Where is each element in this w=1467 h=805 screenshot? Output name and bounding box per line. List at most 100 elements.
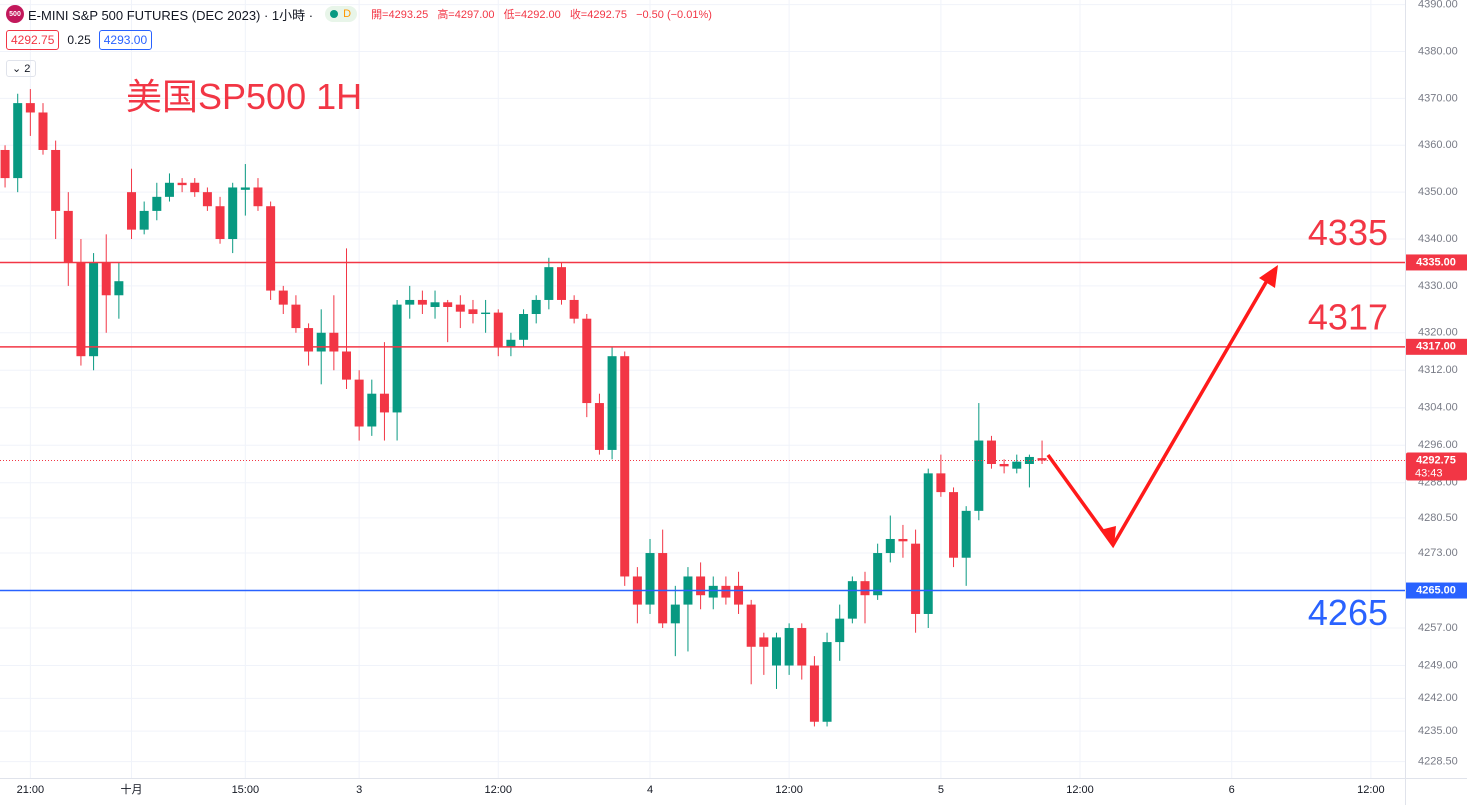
candle-body — [164, 182, 174, 197]
x-tick-label: 5 — [938, 784, 944, 796]
candle-body — [746, 604, 756, 647]
x-tick-label: 4 — [647, 784, 653, 796]
y-tick-label: 4380.00 — [1418, 45, 1458, 57]
ohlc-change: −0.50 (−0.01%) — [636, 9, 712, 21]
level-price-tag — [1406, 254, 1467, 271]
candle-body — [936, 473, 946, 493]
candle-body — [13, 103, 23, 179]
candle-body — [367, 393, 377, 427]
y-tick-label: 4370.00 — [1418, 92, 1458, 104]
candle-body — [531, 299, 541, 315]
candle-body — [986, 440, 996, 464]
ohlc-values: 開=4293.25 高=4297.00 低=4292.00 收=4292.75 … — [371, 6, 718, 22]
candle-body — [759, 637, 769, 647]
x-tick-label: 12:00 — [1066, 784, 1094, 796]
ohlc-low: 低=4292.00 — [503, 9, 561, 21]
symbol-name[interactable]: E-MINI S&P 500 FUTURES (DEC 2023) · 1小時 … — [28, 7, 314, 23]
arrow-head — [1100, 526, 1116, 547]
candle-body — [139, 210, 149, 230]
candle-body — [76, 262, 86, 357]
level-price-label: 4317.00 — [1416, 341, 1456, 353]
candle-body — [582, 318, 592, 404]
level-annotation: 4317 — [1308, 296, 1388, 337]
candle-body — [556, 267, 566, 300]
last-price-label: 4292.75 — [1416, 454, 1456, 466]
candle-body — [911, 543, 921, 614]
candle-body — [177, 182, 187, 186]
level-price-label: 4265.00 — [1416, 584, 1456, 596]
candle-body — [0, 149, 10, 179]
x-tick-label: 十月 — [121, 782, 143, 796]
y-tick-label: 4235.00 — [1418, 725, 1458, 737]
ask[interactable]: 4293.00 — [98, 30, 153, 50]
level-price-tag — [1406, 582, 1467, 599]
last-price-tag — [1406, 452, 1467, 481]
spread: 0.25 — [67, 33, 91, 47]
x-tick-label: 12:00 — [1357, 784, 1385, 796]
candle-body — [721, 585, 731, 598]
candle-body — [316, 332, 326, 352]
candle-body — [835, 618, 845, 643]
candle-body — [38, 112, 48, 150]
y-tick-label: 4390.00 — [1418, 0, 1458, 11]
y-tick-label: 4312.00 — [1418, 364, 1458, 376]
x-tick-label: 6 — [1229, 784, 1235, 796]
y-tick-label: 4304.00 — [1418, 402, 1458, 414]
bid[interactable]: 4292.75 — [6, 30, 60, 50]
level-annotation: 4265 — [1308, 592, 1388, 633]
chart-title: 美国SP500 1H — [126, 76, 363, 117]
ohlc-close: 收=4292.75 — [569, 9, 627, 21]
candle-body — [405, 299, 415, 305]
y-tick-label: 4360.00 — [1418, 139, 1458, 151]
candle-body — [620, 356, 630, 577]
candle-body — [329, 332, 339, 352]
y-tick-label: 4249.00 — [1418, 659, 1458, 671]
candle-body — [506, 339, 516, 347]
ohlc-open: 開=4293.25 — [371, 9, 429, 21]
indicator-toggle[interactable]: ⌄ 2 — [6, 60, 37, 77]
candle-body — [253, 187, 263, 207]
candle-body — [734, 585, 744, 605]
candle-body — [923, 473, 933, 614]
candle-body — [266, 206, 276, 291]
candle-body — [89, 262, 99, 357]
y-tick-label: 4228.50 — [1418, 756, 1458, 768]
candle-body — [379, 393, 389, 413]
candle-body — [152, 196, 162, 211]
candle-body — [63, 210, 73, 263]
x-tick-label: 12:00 — [775, 784, 803, 796]
candle-body — [885, 538, 895, 554]
candle-body — [670, 604, 680, 624]
projection-arrow — [1046, 271, 1274, 549]
candle-body — [860, 581, 870, 596]
countdown: 43:43 — [1415, 467, 1443, 479]
candle-body — [342, 351, 352, 380]
candle-body — [822, 642, 832, 722]
candle-body — [101, 262, 111, 296]
candle-body — [202, 192, 212, 207]
arrow-head — [1259, 265, 1278, 288]
candle-body — [25, 103, 35, 113]
candle-body — [443, 302, 453, 307]
candle-body — [481, 312, 491, 315]
candle-body — [51, 149, 61, 211]
candle-body — [455, 304, 465, 312]
y-tick-label: 4273.00 — [1418, 547, 1458, 559]
x-tick-label: 15:00 — [232, 784, 260, 796]
y-tick-label: 4296.00 — [1418, 439, 1458, 451]
y-tick-label: 4340.00 — [1418, 233, 1458, 245]
candle-body — [215, 206, 225, 240]
candle-body — [519, 314, 529, 340]
indicator-count: 2 — [24, 63, 31, 75]
candle-body — [278, 290, 288, 305]
candle-body — [304, 328, 314, 352]
x-tick-label: 3 — [356, 784, 362, 796]
candle-body — [1012, 461, 1022, 469]
candle-body — [771, 637, 781, 666]
candle-body — [607, 356, 617, 450]
y-tick-label: 4330.00 — [1418, 280, 1458, 292]
candle-body — [961, 510, 971, 558]
candle-body — [898, 538, 908, 542]
